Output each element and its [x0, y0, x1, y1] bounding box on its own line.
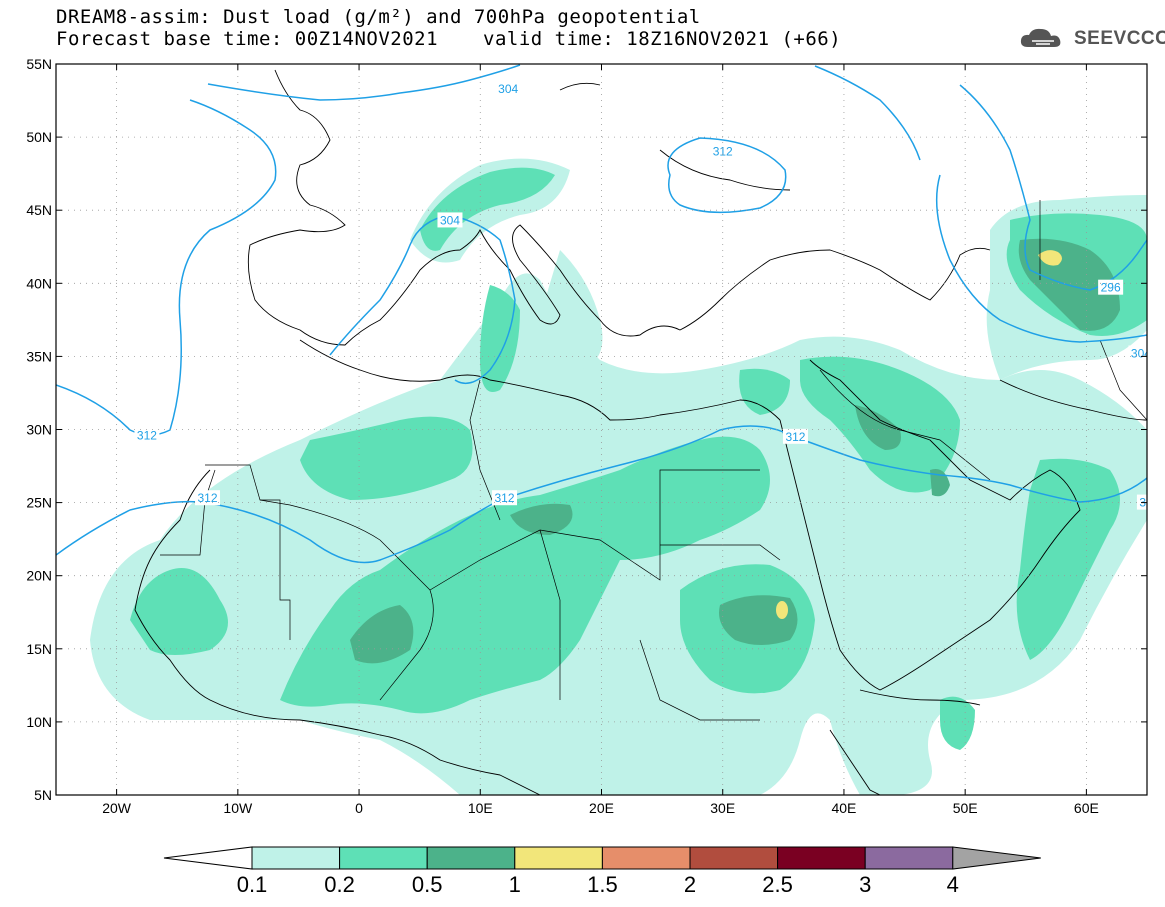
dust-level-1 — [776, 250, 1062, 619]
contour-label: 312 — [198, 491, 218, 505]
colorbar: 0.1 0.2 0.5 1 1.5 2 2.5 3 4 — [163, 846, 1041, 897]
colorbar-label: 2 — [684, 872, 696, 897]
colorbar-box — [689, 846, 779, 870]
colorbar-box — [426, 846, 516, 870]
coastlines — [134, 69, 1147, 795]
contour-label-bg — [1098, 279, 1124, 295]
colorbar-label: 1 — [509, 872, 521, 897]
lat-label: 10N — [26, 714, 52, 730]
colorbar-label: 3 — [859, 872, 871, 897]
contour-label: 304 — [1131, 346, 1151, 360]
lat-label: 15N — [26, 641, 52, 657]
lon-label: 30E — [710, 800, 735, 816]
lat-label: 40N — [26, 275, 52, 291]
colorbar-label: 0.1 — [237, 872, 268, 897]
logo: SEEVCCC — [1018, 27, 1165, 51]
lon-label: 60E — [1074, 800, 1099, 816]
lon-label: 40E — [831, 800, 856, 816]
colorbar-labels: 0.1 0.2 0.5 1 1.5 2 2.5 3 4 — [237, 872, 959, 897]
lon-label: 0 — [355, 800, 363, 816]
colorbar-label: 0.5 — [412, 872, 443, 897]
contour-label-bg — [710, 143, 736, 159]
colorbar-over — [952, 846, 1041, 870]
lon-label: 10E — [468, 800, 493, 816]
colorbar-label: 1.5 — [587, 872, 618, 897]
lat-label: 20N — [26, 568, 52, 584]
lon-label: 10W — [223, 800, 253, 816]
colorbar-box — [339, 846, 428, 870]
cloud-icon — [1020, 28, 1061, 47]
contour-label: 296 — [1101, 281, 1121, 295]
contour-label: 312 — [785, 430, 805, 444]
forecast-base-time: Forecast base time: 00Z14NOV2021 — [56, 28, 439, 50]
logo-text: SEEVCCC — [1074, 28, 1165, 49]
colorbar-box — [777, 846, 866, 870]
colorbar-box — [864, 846, 954, 870]
lat-label: 55N — [26, 56, 52, 72]
map-title: DREAM8-assim: Dust load (g/m²) and 700hP… — [56, 6, 701, 28]
lat-label: 45N — [26, 202, 52, 218]
contour-label-bg — [492, 490, 518, 506]
lat-label: 5N — [34, 787, 52, 803]
contour-label: 304 — [498, 82, 518, 96]
lat-label: 25N — [26, 495, 52, 511]
colorbar-under — [163, 846, 253, 870]
lat-label: 50N — [26, 129, 52, 145]
lat-label: 35N — [26, 348, 52, 364]
latitude-labels: 5N 10N 15N 20N 25N 30N 35N 40N 45N 50N 55N — [26, 56, 52, 803]
colorbar-label: 4 — [947, 872, 959, 897]
contour-label-bg — [495, 80, 521, 96]
contour-label: 312 — [495, 491, 515, 505]
lat-label: 30N — [26, 422, 52, 438]
longitude-labels: 20W 10W 0 10E 20E 30E 40E 50E 60E — [102, 800, 1099, 816]
colorbar-box — [251, 846, 341, 870]
contour-label: 304 — [440, 213, 460, 227]
colorbar-box — [601, 846, 691, 870]
contour-label-bg — [782, 428, 808, 444]
colorbar-box — [514, 846, 603, 870]
contour-label: 312 — [713, 145, 733, 159]
geopotential-contours — [56, 64, 1147, 564]
lon-label: 50E — [953, 800, 978, 816]
colorbar-label: 0.2 — [324, 872, 355, 897]
valid-time: valid time: 18Z16NOV2021 (+66) — [483, 28, 842, 50]
contour-label-bg — [195, 490, 221, 506]
contour-label-bg — [437, 212, 463, 228]
colorbar-boxes — [163, 846, 1041, 870]
lon-label: 20W — [102, 800, 132, 816]
contour-label: 312 — [137, 428, 157, 442]
colorbar-label: 2.5 — [762, 872, 793, 897]
axis-ticks — [56, 63, 1147, 796]
lon-label: 20E — [589, 800, 614, 816]
contour-label-bg — [134, 427, 160, 443]
